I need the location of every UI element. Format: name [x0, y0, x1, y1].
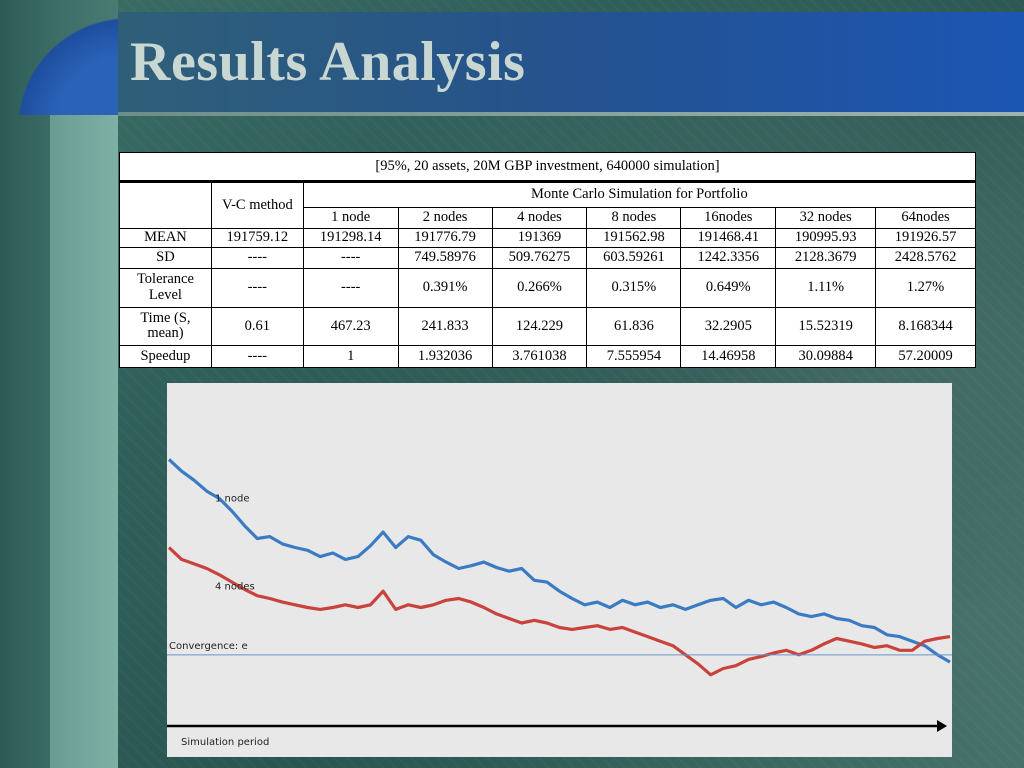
table-cell: 190995.93: [775, 227, 877, 249]
series-label-2: 4 nodes: [215, 582, 255, 593]
table-cell: 1.11%: [775, 267, 877, 308]
table-cell: 8.168344: [875, 306, 976, 347]
results-table-container: [95%, 20 assets, 20M GBP investment, 640…: [119, 152, 977, 368]
vc-cell: ----: [210, 247, 304, 269]
slide-title: Results Analysis: [130, 31, 526, 93]
table-cell: 467.23: [302, 306, 399, 347]
table-cell: 191298.14: [302, 227, 399, 249]
table-cell: 191369: [491, 227, 588, 249]
series-line-4-nodes: [167, 546, 951, 677]
node-header-5: 16nodes: [680, 207, 777, 229]
table-cell: 749.58976: [397, 247, 493, 269]
vc-cell: 0.61: [210, 306, 304, 347]
table-row: Speedup ---- 1 1.932036 3.761038 7.555954 14.4…: [119, 345, 976, 368]
table-cell: 15.52319: [775, 306, 877, 347]
table-cell: 1: [302, 345, 399, 368]
row-label: SD: [119, 247, 212, 269]
convergence-label: Convergence: e: [169, 641, 248, 652]
monte-carlo-header: Monte Carlo Simulation for Portfolio: [302, 180, 977, 209]
node-header-7: 64nodes: [875, 207, 976, 229]
table-cell: 0.266%: [491, 267, 588, 308]
series-line-1-node: [167, 458, 951, 664]
table-row: Tolerance Level ---- ---- 0.391% 0.266% 0.315…: [119, 267, 976, 308]
series-label-1: 1 node: [215, 493, 250, 504]
table-cell: 61.836: [586, 306, 682, 347]
table-cell: 30.09884: [775, 345, 877, 368]
node-header-3: 4 nodes: [491, 207, 588, 229]
node-header-2: 2 nodes: [397, 207, 493, 229]
table-cell: 57.20009: [875, 345, 976, 368]
table-cell: 509.76275: [491, 247, 588, 269]
node-header-6: 32 nodes: [775, 207, 877, 229]
table-cell: 3.761038: [491, 345, 588, 368]
title-band: [118, 12, 1024, 112]
table-cell: 241.833: [397, 306, 493, 347]
table-row: MEAN 191759.12 191298.14 191776.79 191369 191…: [119, 227, 976, 249]
table-cell: 191562.98: [586, 227, 682, 249]
vc-cell: 191759.12: [210, 227, 304, 249]
table-cell: 191468.41: [680, 227, 777, 249]
table-cell: 1.27%: [875, 267, 976, 308]
table-cell: ----: [302, 247, 399, 269]
vc-method-header: V-C method: [210, 180, 304, 229]
table-row: Time (S, mean) 0.61 467.23 241.833 124.229 61…: [119, 306, 976, 347]
corner-cell: [119, 180, 212, 229]
table-cell: 1242.3356: [680, 247, 777, 269]
corner-decor-arc: [0, 0, 118, 115]
table-cell: 2428.5762: [875, 247, 976, 269]
row-label: Speedup: [119, 345, 212, 368]
title-divider: [118, 112, 1024, 116]
node-header-4: 8 nodes: [586, 207, 682, 229]
convergence-chart: Convergence: e Simulation period 1 node 4…: [167, 383, 952, 757]
row-label: Tolerance Level: [119, 267, 212, 308]
row-label: MEAN: [119, 227, 212, 249]
table-cell: 191776.79: [397, 227, 493, 249]
table-cell: 124.229: [491, 306, 588, 347]
table-cell: 603.59261: [586, 247, 682, 269]
x-axis-arrowhead: [937, 720, 947, 732]
table-cell: 0.649%: [680, 267, 777, 308]
table-row: SD ---- ---- 749.58976 509.76275 603.59261 124…: [119, 247, 976, 269]
table-cell: 191926.57: [875, 227, 976, 249]
table-cell: 32.2905: [680, 306, 777, 347]
left-decor-inner: [50, 115, 118, 768]
table-cell: 0.391%: [397, 267, 493, 308]
chart-svg: Convergence: e Simulation period 1 node 4…: [167, 458, 952, 748]
vc-cell: ----: [210, 267, 304, 308]
table-cell: 7.555954: [586, 345, 682, 368]
x-axis-label: Simulation period: [181, 737, 269, 748]
table-cell: ----: [302, 267, 399, 308]
table-caption: [95%, 20 assets, 20M GBP investment, 640…: [119, 152, 976, 183]
vc-cell: ----: [210, 345, 304, 368]
results-table: [95%, 20 assets, 20M GBP investment, 640…: [119, 152, 977, 368]
node-header-1: 1 node: [302, 207, 399, 229]
table-cell: 2128.3679: [775, 247, 877, 269]
row-label: Time (S, mean): [119, 306, 212, 347]
table-cell: 1.932036: [397, 345, 493, 368]
table-cell: 0.315%: [586, 267, 682, 308]
table-cell: 14.46958: [680, 345, 777, 368]
